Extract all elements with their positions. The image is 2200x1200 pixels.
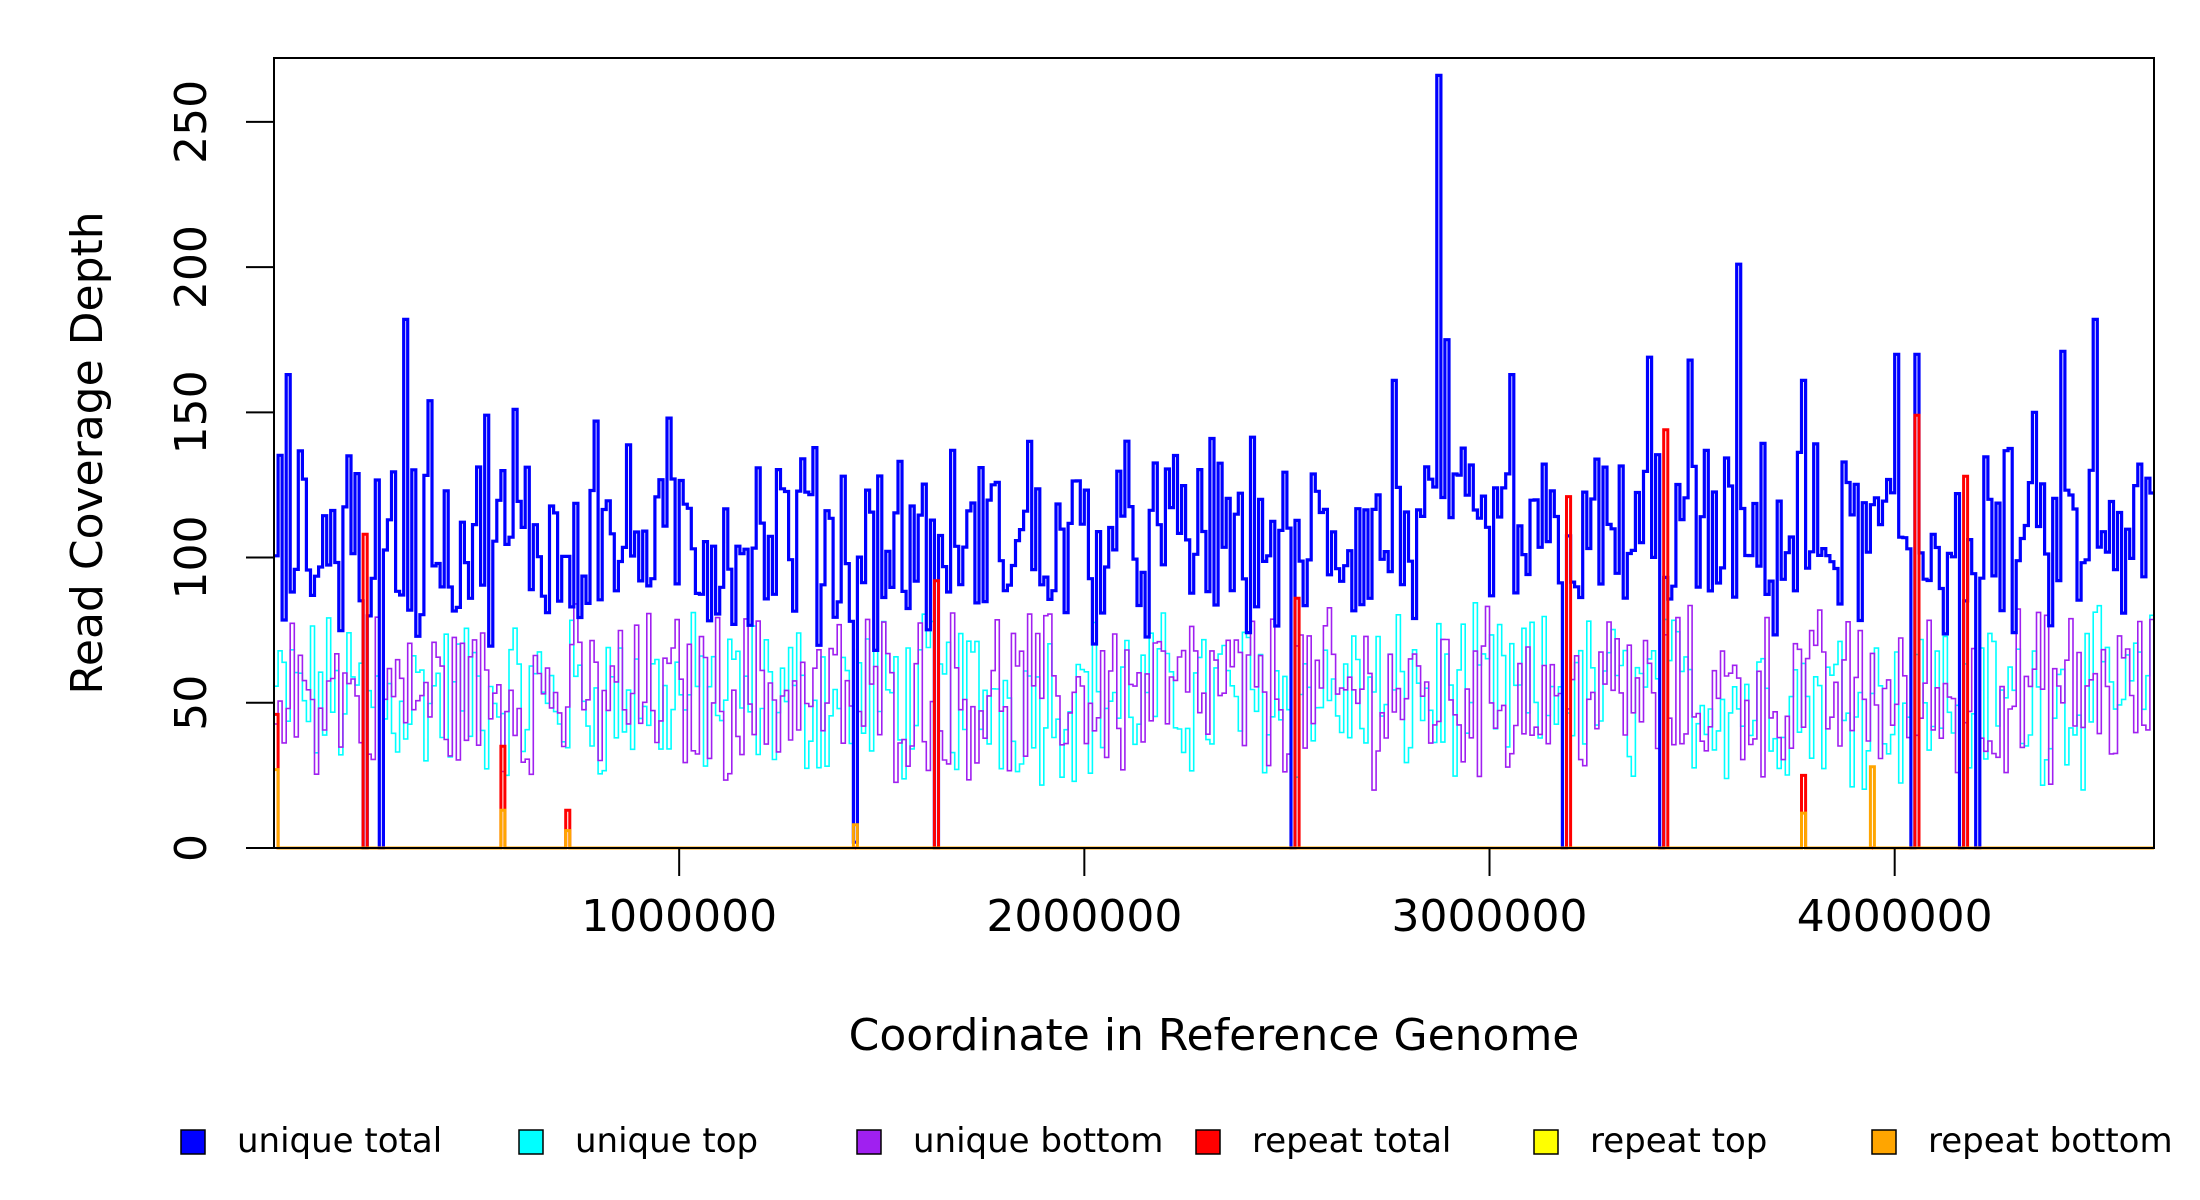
axis-layer: 1000000 2000000 3000000 4000000 0 50 100 150 200…	[166, 80, 1993, 942]
legend-label-repeat-total: repeat total	[1252, 1121, 1451, 1161]
legend-swatch-repeat-top	[1533, 1129, 1559, 1155]
legend-label-unique-top: unique top	[575, 1121, 758, 1161]
series-unique-top-line	[274, 602, 2154, 849]
legend-swatch-unique-bottom	[856, 1129, 882, 1155]
y-tick-label: 250	[166, 80, 217, 164]
y-tick-label: 50	[166, 675, 217, 731]
legend-label-unique-total: unique total	[237, 1121, 442, 1161]
y-tick-label: 200	[166, 225, 217, 309]
series-repeat-bottom-line	[274, 765, 2154, 850]
y-tick-label: 150	[166, 370, 217, 454]
y-tick-label: 0	[166, 834, 217, 862]
y-tick-label: 100	[166, 516, 217, 600]
legend-label-repeat-top: repeat top	[1590, 1121, 1767, 1161]
legend-label-repeat-bottom: repeat bottom	[1928, 1121, 2173, 1161]
x-tick-label: 3000000	[1392, 891, 1588, 942]
legend-swatch-unique-total	[180, 1129, 206, 1155]
series-unique-total-line	[274, 73, 2154, 850]
x-tick-label: 2000000	[986, 891, 1182, 942]
plot-frame	[273, 57, 2155, 849]
legend-swatch-unique-top	[518, 1129, 544, 1155]
series-unique-bottom-line	[274, 603, 2154, 849]
legend: unique total unique top unique bottom repea…	[180, 1121, 2173, 1161]
y-axis-label: Read Coverage Depth	[62, 211, 113, 694]
x-tick-label: 1000000	[581, 891, 777, 942]
x-axis-label: Coordinate in Reference Genome	[849, 1010, 1580, 1061]
legend-swatch-repeat-bottom	[1871, 1129, 1897, 1155]
legend-swatch-repeat-total	[1195, 1129, 1221, 1155]
x-tick-label: 4000000	[1797, 891, 1993, 942]
legend-label-unique-bottom: unique bottom	[913, 1121, 1163, 1161]
series-layer	[274, 73, 2154, 850]
